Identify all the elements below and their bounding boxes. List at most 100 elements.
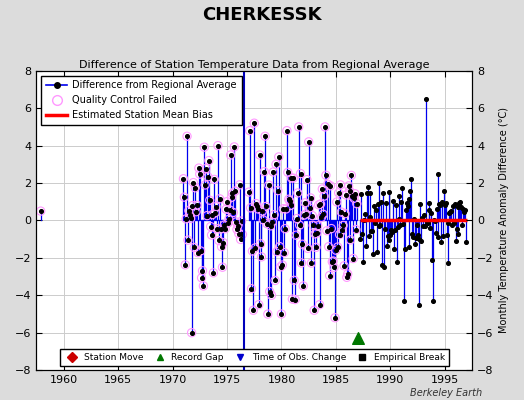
Point [214,142,222,149]
Point [188,330,196,336]
Point [374,200,382,207]
Point [424,206,433,213]
Point [361,210,369,217]
Point [208,212,216,218]
Point [202,165,210,172]
Point [411,240,419,247]
Point [246,205,255,211]
Point [225,207,234,213]
Point [454,231,463,237]
Point [403,203,412,209]
Point [416,201,424,207]
Point [299,283,308,289]
Point [206,223,215,230]
Point [334,190,343,196]
Point [288,296,297,302]
Point [286,202,294,209]
Point [291,296,299,303]
Point [214,142,222,149]
Point [401,207,410,213]
Point [414,302,423,308]
Point [267,292,276,298]
Point [238,231,247,238]
Point [457,204,465,210]
Point [262,203,270,210]
Point [187,215,195,222]
Point [182,216,190,222]
Point [303,245,312,252]
Point [180,194,189,200]
Point [263,220,271,227]
Point [275,154,283,160]
Point [333,199,341,205]
Point [252,200,260,207]
Point [293,215,301,222]
Point [276,264,285,270]
Point [461,207,469,214]
Point [265,182,273,188]
Point [205,197,214,204]
Point [205,197,214,204]
Point [435,201,444,208]
Point [291,296,299,303]
Point [272,248,281,255]
Point [334,244,342,250]
Point [455,200,464,207]
Point [274,188,282,194]
Point [211,210,220,216]
Point [297,260,305,266]
Point [219,264,227,270]
Point [283,169,292,176]
Point [297,170,305,177]
Point [249,307,257,314]
Point [335,231,344,238]
Point [255,302,263,308]
Point [232,219,241,225]
Point [188,202,196,209]
Point [298,241,307,248]
Point [264,311,272,317]
Point [334,190,343,196]
Point [460,209,468,215]
Point [325,272,334,279]
Point [349,255,357,262]
Point [294,124,303,130]
Point [300,212,308,218]
Point [277,311,286,317]
Point [292,232,300,238]
Point [184,208,193,214]
Point [341,210,349,217]
Point [275,154,283,160]
Point [442,232,451,238]
Point [330,264,339,270]
Point [341,210,349,217]
Point [332,247,340,254]
Point [203,212,211,219]
Point [209,270,217,276]
Point [323,181,332,187]
Point [385,236,393,243]
Point [269,169,278,175]
Point [314,202,323,208]
Point [405,244,413,250]
Point [208,212,216,218]
Point [194,250,202,256]
Point [330,264,339,270]
Point [339,222,347,229]
Point [281,226,289,232]
Point [439,232,447,239]
Point [426,225,434,231]
Point [421,223,429,229]
Point [413,232,422,238]
Point [259,217,267,223]
Point [316,201,325,207]
Point [299,283,308,289]
Point [212,204,220,210]
Point [199,283,208,289]
Point [337,209,345,215]
Point [271,277,279,284]
Point [449,203,457,209]
Point [227,194,236,200]
Point [257,254,266,260]
Point [438,198,446,205]
